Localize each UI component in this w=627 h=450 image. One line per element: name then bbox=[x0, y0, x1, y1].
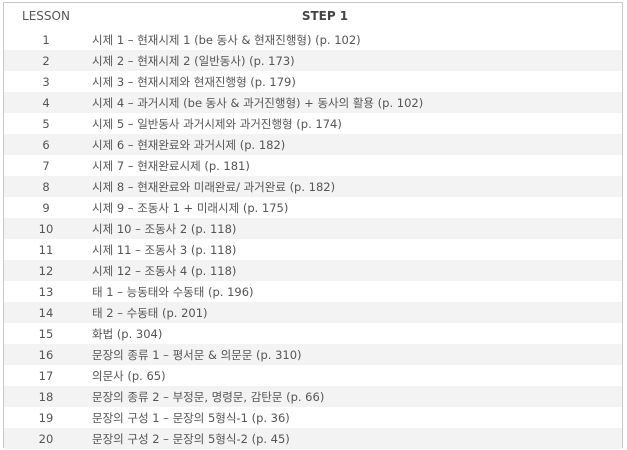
lesson-number: 15 bbox=[38, 326, 54, 341]
lesson-title: 의문사 (p. 65) bbox=[92, 368, 166, 383]
table-row: 16 문장의 종류 1 – 평서문 & 의문문 (p. 310) bbox=[4, 344, 622, 365]
lesson-title: 시제 2 – 현재시제 2 (일반동사) (p. 173) bbox=[92, 53, 295, 68]
lesson-title: 시제 5 – 일반동사 과거시제와 과거진행형 (p. 174) bbox=[92, 116, 342, 131]
table-row: 12 시제 12 – 조동사 4 (p. 118) bbox=[4, 260, 622, 281]
lesson-number: 17 bbox=[38, 368, 54, 383]
lesson-title: 문장의 종류 1 – 평서문 & 의문문 (p. 310) bbox=[92, 347, 302, 362]
lesson-number: 4 bbox=[42, 95, 50, 110]
table-row: 18 문장의 종류 2 – 부정문, 명령문, 감탄문 (p. 66) bbox=[4, 386, 622, 407]
table-header: LESSON STEP 1 bbox=[4, 3, 622, 29]
table-row: 1 시제 1 – 현재시제 1 (be 동사 & 현재진행형) (p. 102) bbox=[4, 29, 622, 50]
step-column-header: STEP 1 bbox=[301, 9, 349, 23]
lesson-title: 시제 9 – 조동사 1 + 미래시제 (p. 175) bbox=[92, 200, 289, 215]
lesson-number: 13 bbox=[38, 284, 54, 299]
lesson-title: 시제 4 – 과거시제 (be 동사 & 과거진행형) + 동사의 활용 (p.… bbox=[92, 95, 424, 110]
lesson-title: 시제 6 – 현재완료와 과거시제 (p. 182) bbox=[92, 137, 286, 152]
lesson-number: 2 bbox=[42, 53, 50, 68]
table-row: 19 문장의 구성 1 – 문장의 5형식-1 (p. 36) bbox=[4, 407, 622, 428]
lesson-number: 19 bbox=[38, 410, 54, 425]
lesson-number: 5 bbox=[42, 116, 50, 131]
lesson-title: 시제 7 – 현재완료시제 (p. 181) bbox=[92, 158, 250, 173]
lesson-title: 태 2 – 수동태 (p. 201) bbox=[92, 305, 208, 320]
table-row: 5 시제 5 – 일반동사 과거시제와 과거진행형 (p. 174) bbox=[4, 113, 622, 134]
lesson-title: 시제 1 – 현재시제 1 (be 동사 & 현재진행형) (p. 102) bbox=[92, 32, 361, 47]
lesson-title: 시제 8 – 현재완료와 미래완료/ 과거완료 (p. 182) bbox=[92, 179, 336, 194]
lesson-title: 시제 10 – 조동사 2 (p. 118) bbox=[92, 221, 237, 236]
lesson-number: 20 bbox=[38, 431, 54, 446]
lesson-title: 시제 11 – 조동사 3 (p. 118) bbox=[92, 242, 237, 257]
table-body: 1 시제 1 – 현재시제 1 (be 동사 & 현재진행형) (p. 102) 2… bbox=[4, 29, 622, 449]
lesson-title: 문장의 구성 2 – 문장의 5형식-2 (p. 45) bbox=[92, 431, 290, 446]
lesson-number: 12 bbox=[38, 263, 54, 278]
lesson-title: 화법 (p. 304) bbox=[92, 326, 163, 341]
table-row: 9 시제 9 – 조동사 1 + 미래시제 (p. 175) bbox=[4, 197, 622, 218]
lesson-number: 11 bbox=[38, 242, 54, 257]
lesson-number: 9 bbox=[42, 200, 50, 215]
lesson-table: LESSON STEP 1 1 시제 1 – 현재시제 1 (be 동사 & 현재… bbox=[3, 2, 623, 449]
lesson-title: 태 1 – 능동태와 수동태 (p. 196) bbox=[92, 284, 254, 299]
lesson-title: 문장의 종류 2 – 부정문, 명령문, 감탄문 (p. 66) bbox=[92, 389, 325, 404]
lesson-number: 8 bbox=[42, 179, 50, 194]
lesson-number: 6 bbox=[42, 137, 50, 152]
table-row: 6 시제 6 – 현재완료와 과거시제 (p. 182) bbox=[4, 134, 622, 155]
lesson-number: 18 bbox=[38, 389, 54, 404]
table-row: 3 시제 3 – 현재시제와 현재진행형 (p. 179) bbox=[4, 71, 622, 92]
table-row: 11 시제 11 – 조동사 3 (p. 118) bbox=[4, 239, 622, 260]
table-row: 15 화법 (p. 304) bbox=[4, 323, 622, 344]
table-row: 2 시제 2 – 현재시제 2 (일반동사) (p. 173) bbox=[4, 50, 622, 71]
lesson-number: 10 bbox=[38, 221, 54, 236]
table-row: 13 태 1 – 능동태와 수동태 (p. 196) bbox=[4, 281, 622, 302]
lesson-column-header: LESSON bbox=[22, 9, 70, 23]
lesson-title: 시제 3 – 현재시제와 현재진행형 (p. 179) bbox=[92, 74, 296, 89]
lesson-title: 시제 12 – 조동사 4 (p. 118) bbox=[92, 263, 237, 278]
table-row: 10 시제 10 – 조동사 2 (p. 118) bbox=[4, 218, 622, 239]
table-row: 8 시제 8 – 현재완료와 미래완료/ 과거완료 (p. 182) bbox=[4, 176, 622, 197]
lesson-number: 7 bbox=[42, 158, 50, 173]
table-row: 17 의문사 (p. 65) bbox=[4, 365, 622, 386]
lesson-number: 3 bbox=[42, 74, 50, 89]
table-row: 4 시제 4 – 과거시제 (be 동사 & 과거진행형) + 동사의 활용 (p… bbox=[4, 92, 622, 113]
lesson-title: 문장의 구성 1 – 문장의 5형식-1 (p. 36) bbox=[92, 410, 290, 425]
table-row: 14 태 2 – 수동태 (p. 201) bbox=[4, 302, 622, 323]
lesson-number: 1 bbox=[42, 32, 50, 47]
lesson-number: 16 bbox=[38, 347, 54, 362]
table-row: 7 시제 7 – 현재완료시제 (p. 181) bbox=[4, 155, 622, 176]
table-row: 20 문장의 구성 2 – 문장의 5형식-2 (p. 45) bbox=[4, 428, 622, 449]
lesson-number: 14 bbox=[38, 305, 54, 320]
